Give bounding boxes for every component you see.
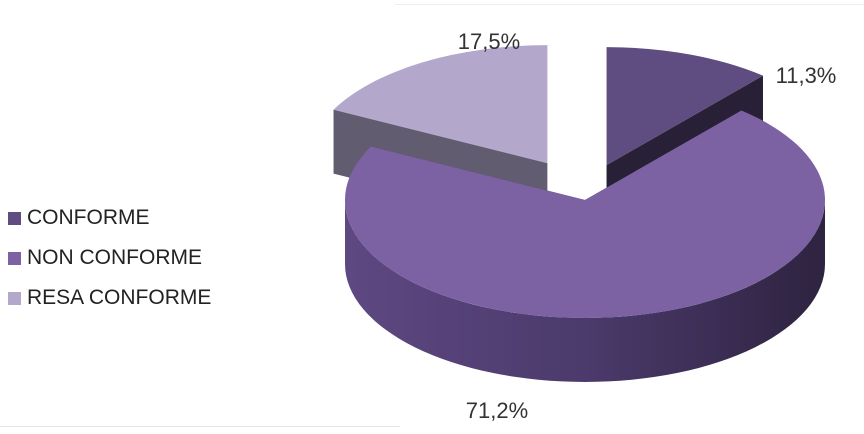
data-label-conforme: 11,3% xyxy=(776,63,837,88)
chart-legend: CONFORME NON CONFORME RESA CONFORME xyxy=(8,198,211,318)
pie-slice-top xyxy=(345,110,826,318)
pie-slice-non-conforme xyxy=(345,110,826,382)
legend-item-non-conforme: NON CONFORME xyxy=(8,238,211,278)
data-label-non-conforme: 71,2% xyxy=(466,398,528,423)
pie-slice-top xyxy=(606,47,763,166)
pie-slice-wall xyxy=(345,200,825,382)
legend-swatch-resa-conforme xyxy=(8,291,21,305)
legend-label-conforme: CONFORME xyxy=(27,206,150,229)
legend-swatch-non-conforme xyxy=(8,251,21,265)
data-label-resa-conforme: 17,5% xyxy=(458,29,520,54)
legend-label-resa-conforme: RESA CONFORME xyxy=(27,286,212,309)
legend-label-non-conforme: NON CONFORME xyxy=(27,246,202,269)
legend-item-resa-conforme: RESA CONFORME xyxy=(8,278,211,318)
top-border-line xyxy=(395,4,864,5)
legend-swatch-conforme xyxy=(8,211,21,225)
pie-slice-top xyxy=(333,45,548,164)
bottom-border-line xyxy=(0,426,400,427)
legend-item-conforme: CONFORME xyxy=(8,198,211,238)
